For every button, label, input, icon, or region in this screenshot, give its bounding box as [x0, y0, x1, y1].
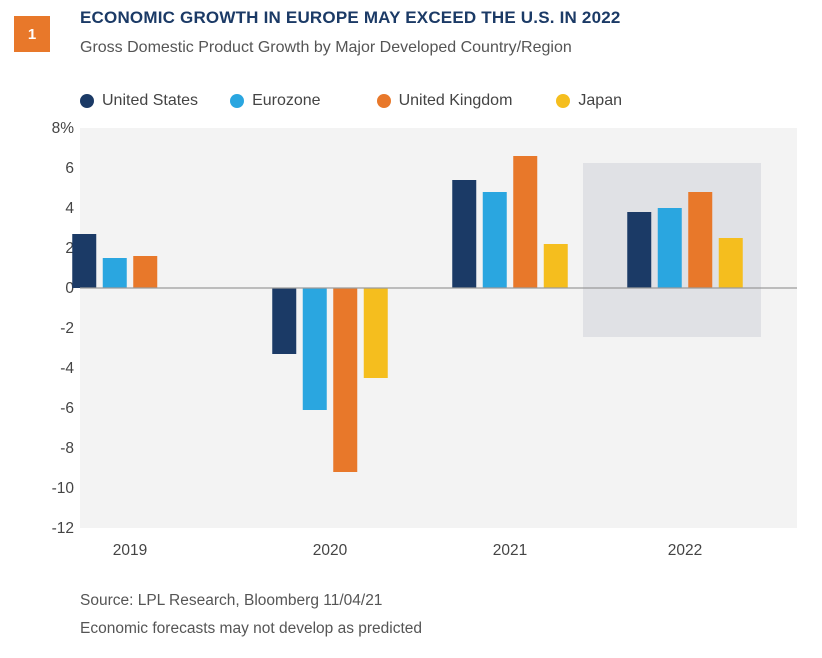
x-tick-label: 2019 [113, 542, 147, 559]
legend-item-united-kingdom: United Kingdom [376, 92, 513, 110]
chart-title: ECONOMIC GROWTH IN EUROPE MAY EXCEED THE… [80, 8, 621, 27]
legend-item-eurozone: Eurozone [230, 92, 321, 110]
bar-united-states-2021 [452, 180, 477, 288]
y-tick-label: 6 [65, 160, 74, 177]
y-tick-label: 8% [52, 120, 75, 137]
legend-label: United States [102, 92, 199, 109]
y-tick-label: -12 [52, 520, 74, 537]
x-tick-label: 2020 [313, 542, 348, 559]
bar-japan-2020 [363, 288, 388, 378]
bar-eurozone-2021 [482, 192, 507, 288]
legend-swatch [376, 94, 391, 108]
y-tick-label: -2 [60, 320, 74, 337]
x-tick-label: 2021 [493, 542, 527, 559]
y-tick-label: -6 [60, 400, 74, 417]
source-note: Source: LPL Research, Bloomberg 11/04/21 [80, 592, 383, 609]
legend-label: Eurozone [252, 92, 321, 109]
chart-subtitle: Gross Domestic Product Growth by Major D… [80, 39, 572, 56]
y-tick-label: 0 [65, 280, 74, 297]
bar-united-kingdom-2021 [513, 156, 538, 288]
bar-united-kingdom-2020 [333, 288, 358, 472]
disclaimer-note: Economic forecasts may not develop as pr… [80, 620, 423, 637]
figure-number-badge: 1 [14, 16, 50, 52]
y-tick-label: 2 [65, 240, 74, 257]
bar-united-states-2020 [272, 288, 297, 354]
bar-united-kingdom-2019 [133, 256, 158, 288]
bar-chart: 8% 6 4 2 0 -2 -4 -6 -8 -10 -12 2019 2020 2021 2022 [52, 120, 797, 559]
legend-label: United Kingdom [398, 92, 513, 109]
x-tick-label: 2022 [668, 542, 702, 559]
bar-united-states-2022 [627, 212, 652, 288]
legend-swatch [80, 94, 94, 108]
bar-united-states-2019 [72, 234, 97, 288]
legend-item-japan: Japan [556, 92, 622, 110]
y-tick-label: -10 [52, 480, 75, 497]
bar-japan-2022 [718, 238, 743, 288]
y-tick-label: 4 [65, 200, 74, 217]
bar-eurozone-2022 [657, 208, 682, 288]
bar-eurozone-2020 [302, 288, 327, 410]
y-tick-label: -4 [60, 360, 74, 377]
legend-swatch [556, 94, 571, 108]
legend-item-united-states: United States [80, 92, 198, 110]
chart-legend: United States Eurozone United Kingdom Ja… [80, 88, 654, 114]
bar-united-kingdom-2022 [688, 192, 713, 288]
y-tick-label: -8 [60, 440, 74, 457]
bar-eurozone-2019 [102, 258, 127, 288]
legend-swatch [230, 94, 245, 108]
legend-label: Japan [578, 92, 622, 109]
bar-japan-2021 [543, 244, 568, 288]
